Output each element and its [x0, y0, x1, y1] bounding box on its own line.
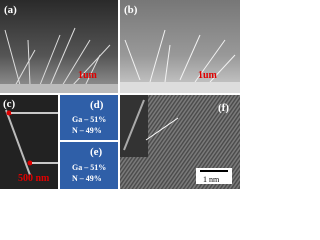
- scale-bar-label: 500 nm: [18, 173, 50, 184]
- composition: Ga – 51%: [72, 115, 106, 124]
- composition: Ga – 51%: [72, 163, 106, 172]
- composition: N – 49%: [72, 174, 102, 183]
- panel-label: (f): [218, 102, 229, 114]
- panel-label: (c): [3, 98, 16, 110]
- panel-label: (a): [4, 4, 17, 16]
- panel-f: (f) 1 nm: [120, 95, 240, 189]
- panel-label: (b): [124, 4, 138, 16]
- panel-label: (d): [90, 99, 104, 111]
- panel-c: (c) 500 nm: [0, 95, 60, 189]
- figure: (a) 1um (b) 1um (c) 500 nm (d) Ga – 51% …: [0, 0, 240, 189]
- panel-b: (b) 1um: [120, 0, 240, 93]
- scale-bar-label: 1um: [78, 70, 98, 81]
- panel-a: (a) 1um: [0, 0, 118, 93]
- scale-bar-label: 1 nm: [203, 175, 220, 184]
- panel-label: (e): [90, 146, 103, 158]
- composition: N – 49%: [72, 126, 102, 135]
- scale-bar-label: 1um: [198, 70, 218, 81]
- panel-e: (e) Ga – 51% N – 49%: [60, 142, 118, 189]
- panel-d: (d) Ga – 51% N – 49%: [60, 95, 118, 140]
